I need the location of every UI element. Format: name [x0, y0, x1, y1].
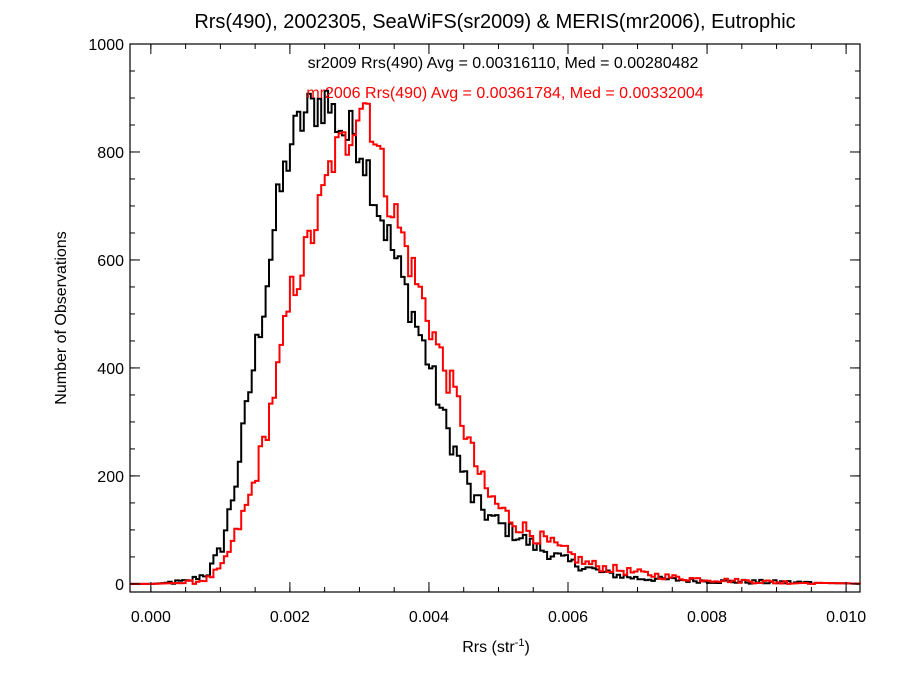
y-tick-label: 0 — [115, 577, 124, 594]
y-axis-label: Number of Observations — [53, 231, 70, 404]
x-tick-label: 0.010 — [826, 609, 866, 626]
y-tick-label: 600 — [97, 253, 124, 270]
x-tick-label: 0.000 — [131, 609, 171, 626]
series-line-0 — [130, 89, 861, 585]
y-tick-label: 200 — [97, 469, 124, 486]
ticks-layer: 0.000 0.002 0.004 0.006 0.008 0.010 0 200 400 600… — [88, 37, 866, 626]
series-layer — [130, 89, 861, 585]
plot-frame — [129, 43, 861, 593]
chart-title: Rrs(490), 2002305, SeaWiFS(sr2009) & MER… — [194, 11, 795, 33]
annotation-mr2006: mr2006 Rrs(490) Avg = 0.00361784, Med = … — [306, 85, 703, 102]
x-tick-label: 0.008 — [687, 609, 727, 626]
x-tick-label: 0.004 — [409, 609, 449, 626]
y-tick-label: 800 — [97, 145, 124, 162]
x-tick-label: 0.006 — [548, 609, 588, 626]
annotation-sr2009: sr2009 Rrs(490) Avg = 0.00316110, Med = … — [308, 55, 699, 72]
x-axis-label: Rrs (str-1) — [462, 637, 530, 656]
x-tick-label: 0.002 — [270, 609, 310, 626]
y-tick-label: 400 — [97, 361, 124, 378]
y-tick-label: 1000 — [88, 37, 124, 54]
series-line-1 — [130, 102, 861, 585]
